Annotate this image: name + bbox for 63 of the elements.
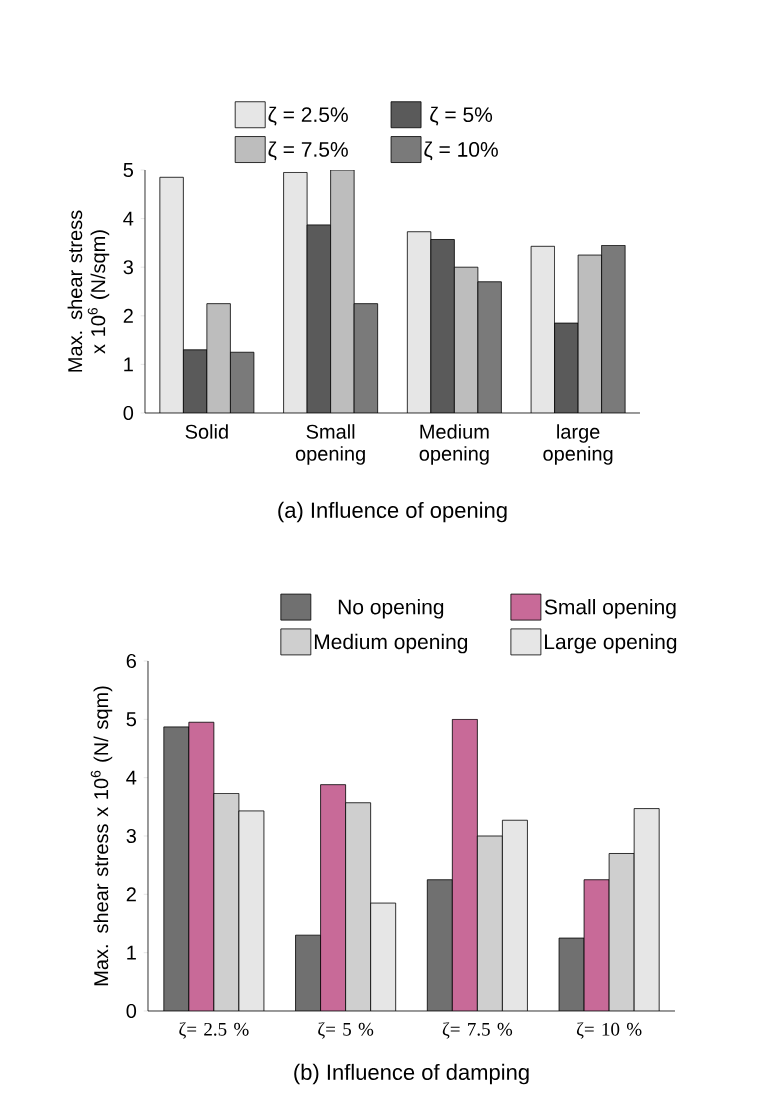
bar (330, 170, 355, 413)
legend-label: No opening (338, 599, 444, 619)
x-tick-label: Small opening (295, 424, 365, 465)
x-tick-label: ζ= 5 % (318, 1022, 374, 1039)
x-tick-label: ζ= 10 % (576, 1022, 642, 1039)
y-tick-label: 6 (126, 653, 136, 669)
bar (477, 281, 502, 413)
bar (477, 835, 503, 1011)
bar (452, 719, 478, 1011)
bar (183, 349, 207, 413)
x-tick-label: Solid (185, 424, 228, 439)
y-tick-label: 4 (123, 211, 134, 226)
bar (502, 820, 528, 1011)
bar (530, 245, 555, 413)
legend-label: ζ = 7.5% (268, 141, 348, 161)
legend-label: Small opening (544, 599, 676, 619)
legend-label: ζ = 5% (430, 106, 493, 126)
bar (163, 726, 189, 1011)
legend-label: Medium opening (314, 633, 468, 654)
bar (583, 879, 610, 1011)
y-tick-label: 5 (123, 163, 134, 177)
bar (283, 172, 308, 413)
bar (159, 177, 184, 413)
text: (b) Influence of damping (294, 1063, 529, 1085)
y-tick-label: 5 (126, 712, 137, 727)
bar (213, 793, 239, 1011)
y-tick-label: 0 (126, 1003, 137, 1019)
bar (320, 784, 346, 1011)
legend-label: ζ = 2.5% (268, 106, 348, 126)
y-tick-label: 3 (126, 828, 136, 844)
y-tick-label: 2 (126, 887, 136, 902)
y-axis-title: Max. shear stress x 10$^{6}$ (N/ sqm) (90, 686, 113, 986)
bar (608, 853, 635, 1011)
x-tick-label: ζ= 2.5 % (179, 1022, 249, 1039)
bar (307, 224, 331, 413)
bar (633, 808, 660, 1011)
y-tick-label: 0 (123, 405, 134, 421)
bar (345, 802, 371, 1011)
y-tick-label: 1 (124, 357, 133, 372)
bar (230, 352, 254, 413)
bar (601, 244, 626, 413)
y-tick-label: 2 (123, 308, 133, 323)
y-tick-label: 3 (123, 260, 133, 275)
legend-label: Large opening (545, 633, 677, 654)
bar (577, 254, 603, 413)
bar (238, 810, 264, 1011)
bar (370, 903, 396, 1011)
text: (a) Influence of opening (278, 501, 507, 523)
bar (454, 267, 478, 413)
bar (407, 231, 431, 413)
y-tick-label: 1 (127, 945, 136, 960)
bar (295, 935, 321, 1011)
bar (430, 239, 455, 413)
x-tick-label: large opening (543, 424, 613, 465)
legend-label: ζ = 10% (424, 141, 498, 161)
x-tick-label: Medium opening (419, 424, 489, 465)
bar (188, 722, 214, 1011)
bar (554, 322, 579, 413)
bar (354, 303, 378, 413)
x-tick-label: ζ= 7.5 % (442, 1022, 513, 1039)
bar (427, 879, 453, 1011)
bar (206, 303, 231, 413)
y-tick-label: 4 (126, 770, 137, 785)
